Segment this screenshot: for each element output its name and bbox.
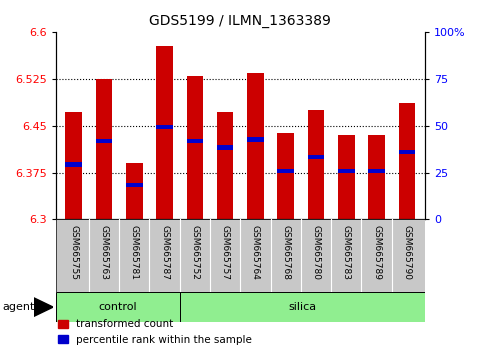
Bar xyxy=(277,133,294,219)
Text: GSM665764: GSM665764 xyxy=(251,225,260,280)
Bar xyxy=(217,145,233,150)
Bar xyxy=(398,103,415,219)
Bar xyxy=(247,73,264,219)
Text: GSM665768: GSM665768 xyxy=(281,225,290,280)
Legend: transformed count, percentile rank within the sample: transformed count, percentile rank withi… xyxy=(54,315,256,349)
Text: GSM665755: GSM665755 xyxy=(69,225,78,280)
Bar xyxy=(217,112,233,219)
Polygon shape xyxy=(34,298,53,316)
Bar xyxy=(65,162,82,167)
Text: GSM665763: GSM665763 xyxy=(99,225,109,280)
Text: GSM665783: GSM665783 xyxy=(342,225,351,280)
Bar xyxy=(186,76,203,219)
Bar xyxy=(338,135,355,219)
Text: GSM665787: GSM665787 xyxy=(160,225,169,280)
Bar xyxy=(180,292,425,322)
Bar xyxy=(56,292,180,322)
Text: GSM665752: GSM665752 xyxy=(190,225,199,280)
Bar xyxy=(398,150,415,154)
Text: silica: silica xyxy=(288,302,316,312)
Bar xyxy=(156,125,173,129)
Bar xyxy=(368,135,385,219)
Bar xyxy=(156,46,173,219)
Text: GSM665780: GSM665780 xyxy=(312,225,321,280)
Text: GSM665790: GSM665790 xyxy=(402,225,412,280)
Bar xyxy=(338,169,355,173)
Text: agent: agent xyxy=(2,302,35,312)
Text: GSM665757: GSM665757 xyxy=(221,225,229,280)
Bar xyxy=(277,169,294,173)
Text: GSM665789: GSM665789 xyxy=(372,225,381,280)
Bar xyxy=(247,137,264,142)
Bar xyxy=(126,163,142,219)
Bar xyxy=(308,110,325,219)
Text: GSM665781: GSM665781 xyxy=(130,225,139,280)
Bar xyxy=(308,155,325,159)
Bar xyxy=(65,112,82,219)
Bar xyxy=(368,169,385,173)
Bar xyxy=(186,139,203,143)
Bar xyxy=(126,183,142,187)
Bar xyxy=(96,139,113,143)
Bar xyxy=(96,79,113,219)
Title: GDS5199 / ILMN_1363389: GDS5199 / ILMN_1363389 xyxy=(149,14,331,28)
Text: control: control xyxy=(99,302,137,312)
